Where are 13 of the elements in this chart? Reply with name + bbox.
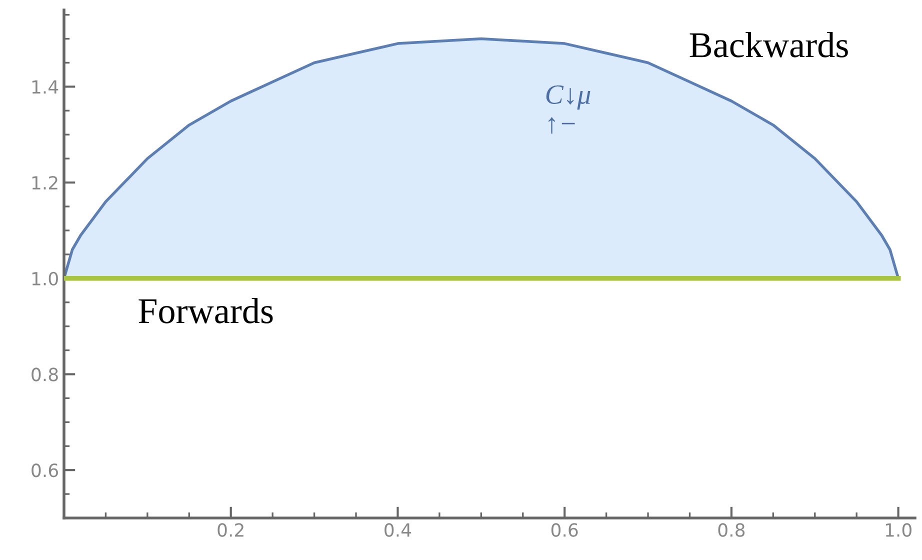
series-label: Backwards (690, 32, 848, 58)
y-tick-label: 0.8 (32, 368, 58, 382)
series-label: Forwards (138, 298, 273, 324)
x-tick-label: 0.2 (218, 523, 244, 537)
x-tick-label: 0.4 (384, 523, 412, 537)
y-tick-label: 0.6 (32, 464, 58, 478)
x-tick-label: 1.0 (886, 523, 912, 537)
x-tick-label: 0.8 (718, 523, 745, 537)
y-tick-label: 1.4 (32, 80, 58, 94)
annotation: C↓μ ↑− (546, 85, 590, 134)
y-tick-label: 1.0 (32, 272, 58, 286)
x-tick-label: 0.6 (551, 523, 578, 537)
y-tick-label: 1.2 (32, 176, 58, 190)
